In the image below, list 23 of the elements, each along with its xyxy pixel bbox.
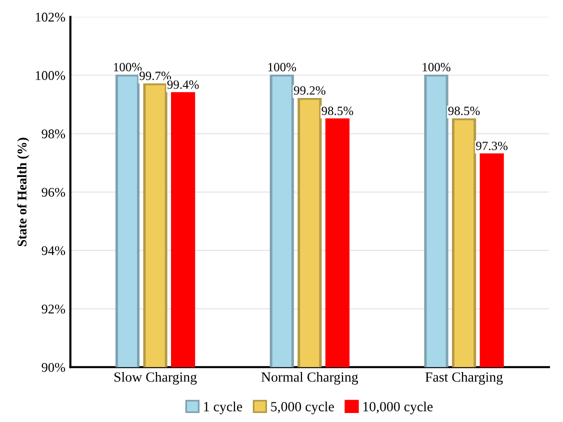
- data-label: 100%: [422, 62, 450, 72]
- y-tick-label: 100%: [36, 71, 66, 80]
- data-label: 100%: [114, 62, 142, 72]
- legend-label: 5,000 cycle: [271, 402, 334, 414]
- data-label: 100%: [268, 62, 296, 72]
- legend-label: 1 cycle: [204, 402, 242, 414]
- data-label: 98.5%: [322, 106, 354, 116]
- data-label: 99.7%: [140, 72, 171, 80]
- x-tick-label: Normal Charging: [261, 372, 358, 385]
- data-label: 99.2%: [294, 86, 326, 95]
- y-tick-label: 90%: [42, 362, 66, 372]
- y-tick-label: 96%: [42, 188, 66, 197]
- data-label: 99.4%: [167, 80, 199, 89]
- x-tick-label: Fast Charging: [425, 372, 503, 385]
- y-tick-label: 98%: [42, 129, 66, 138]
- y-tick-label: 102%: [36, 12, 66, 22]
- data-label: 98.5%: [448, 106, 480, 116]
- data-label: 97.3%: [476, 142, 508, 150]
- legend-label: 10,000 cycle: [363, 402, 433, 414]
- y-tick-label: 94%: [42, 246, 66, 256]
- y-tick-label: 92%: [42, 304, 66, 314]
- y-axis-title: State of Health (%): [17, 138, 30, 246]
- x-tick-label: Slow Charging: [114, 372, 197, 385]
